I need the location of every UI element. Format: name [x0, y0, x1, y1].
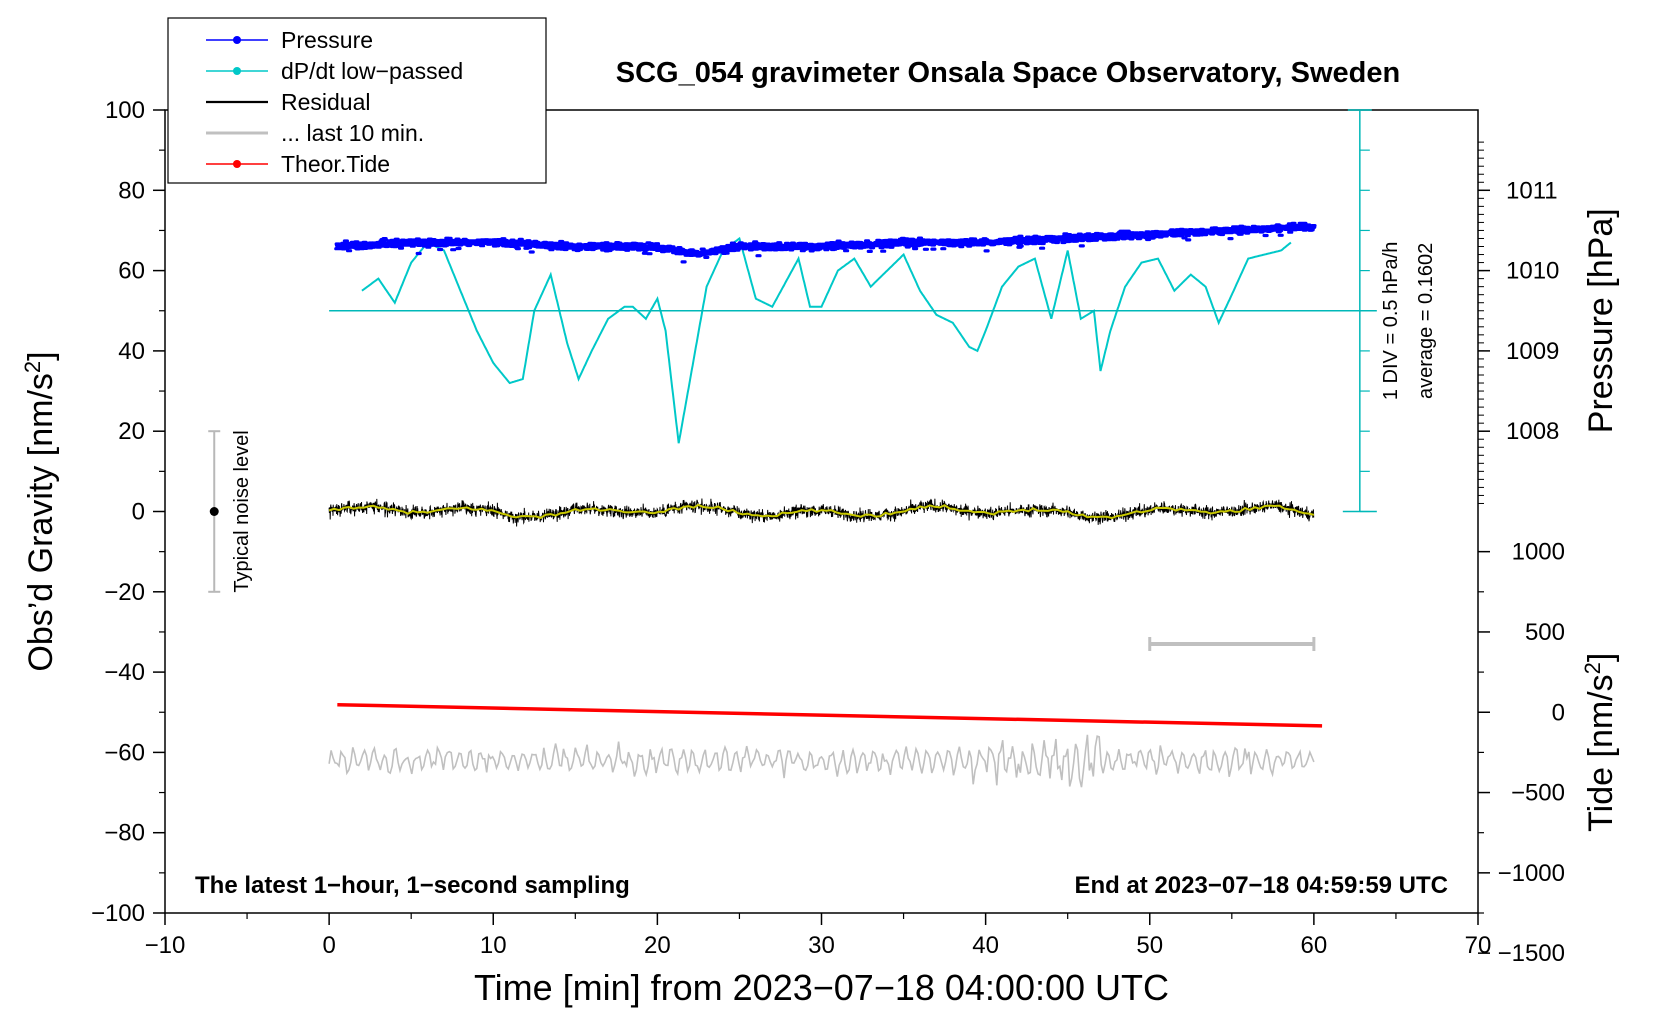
pressure-points	[334, 221, 1317, 264]
pressure-tick-label: 1009	[1506, 338, 1559, 365]
x-tick-label: 30	[808, 932, 835, 959]
y-tick-label: 40	[118, 338, 145, 365]
chart-title: SCG_054 gravimeter Onsala Space Observat…	[616, 57, 1400, 89]
y-tick-label: −20	[104, 579, 145, 606]
legend-label: Pressure	[281, 27, 373, 53]
legend-swatch-marker	[233, 160, 241, 168]
last-10-min-line	[328, 734, 1315, 788]
y-axis-label-left-close: ]	[22, 351, 60, 360]
series-group	[328, 221, 1323, 788]
noise-label: Typical noise level	[231, 430, 253, 592]
pressure-tick-label: 1008	[1506, 418, 1559, 445]
y-axis-label-pressure: Pressure [hPa]	[1582, 208, 1620, 433]
legend-label: Residual	[281, 89, 371, 115]
tide-tick-label: −1500	[1498, 940, 1565, 967]
dpdt-line	[361, 236, 1292, 444]
x-tick-label: 60	[1301, 932, 1328, 959]
y-tick-label: 60	[118, 258, 145, 285]
tide-tick-label: 1000	[1512, 539, 1565, 566]
legend-box	[167, 17, 547, 184]
y-tick-label: 0	[132, 499, 145, 526]
caption-bottom-left: The latest 1−hour, 1−second sampling	[195, 872, 630, 899]
annotations-group: Typical noise level 1 DIV = 0.5 hPa/h aver…	[195, 109, 1448, 899]
x-tick-label: 40	[972, 932, 999, 959]
x-tick-label: −10	[145, 932, 186, 959]
y-axis-label-tide-main: Tide [nm/s	[1582, 674, 1620, 831]
legend-label: ... last 10 min.	[281, 120, 424, 146]
x-tick-label: 0	[322, 932, 335, 959]
average-label: average = 0.1602	[1415, 243, 1437, 399]
pressure-tick-label: 1010	[1506, 258, 1559, 285]
tide-line	[337, 702, 1323, 728]
x-tick-label: 50	[1136, 932, 1163, 959]
legend: Pressure dP/dt low−passed Residual ... last…	[167, 17, 547, 184]
y-tick-label: 100	[105, 97, 145, 124]
x-tick-label: 10	[480, 932, 507, 959]
div-label: 1 DIV = 0.5 hPa/h	[1380, 242, 1402, 400]
y-axis-label-tide-close: ]	[1582, 653, 1620, 662]
x-tick-label: 70	[1465, 932, 1492, 959]
y-tick-label: 20	[118, 418, 145, 445]
pressure-tick-label: 1011	[1506, 177, 1558, 204]
y-axis-label-tide-sup: 2	[1580, 662, 1605, 674]
residual-smooth-line	[328, 503, 1315, 520]
noise-bar-center	[209, 507, 219, 516]
legend-label: dP/dt low−passed	[281, 58, 463, 84]
y-tick-label: −60	[104, 739, 145, 766]
tide-tick-label: −1000	[1498, 860, 1565, 887]
legend-swatch-marker	[233, 36, 241, 44]
residual-line	[328, 498, 1315, 527]
y-axis-label-left: Obs’d Gravity [nm/s2]	[20, 351, 60, 671]
y-axis-label-tide: Tide [nm/s2]	[1580, 653, 1620, 832]
tide-tick-label: 0	[1552, 699, 1565, 726]
legend-swatch-marker	[233, 67, 241, 75]
y-axis-label-left-main: Obs’d Gravity [nm/s	[22, 373, 60, 672]
tide-tick-label: −500	[1511, 780, 1565, 807]
y-tick-label: 80	[118, 177, 145, 204]
y-tick-label: −40	[104, 659, 145, 686]
tide-tick-label: 500	[1525, 619, 1565, 646]
y-axis-label-left-sup: 2	[20, 361, 45, 373]
caption-bottom-right: End at 2023−07−18 04:59:59 UTC	[1074, 872, 1448, 899]
legend-label: Theor.Tide	[281, 151, 390, 177]
x-tick-label: 20	[644, 932, 671, 959]
y-tick-label: −80	[104, 820, 145, 847]
x-axis-label: Time [min] from 2023−07−18 04:00:00 UTC	[474, 967, 1169, 1008]
y-tick-label: −100	[91, 900, 145, 927]
